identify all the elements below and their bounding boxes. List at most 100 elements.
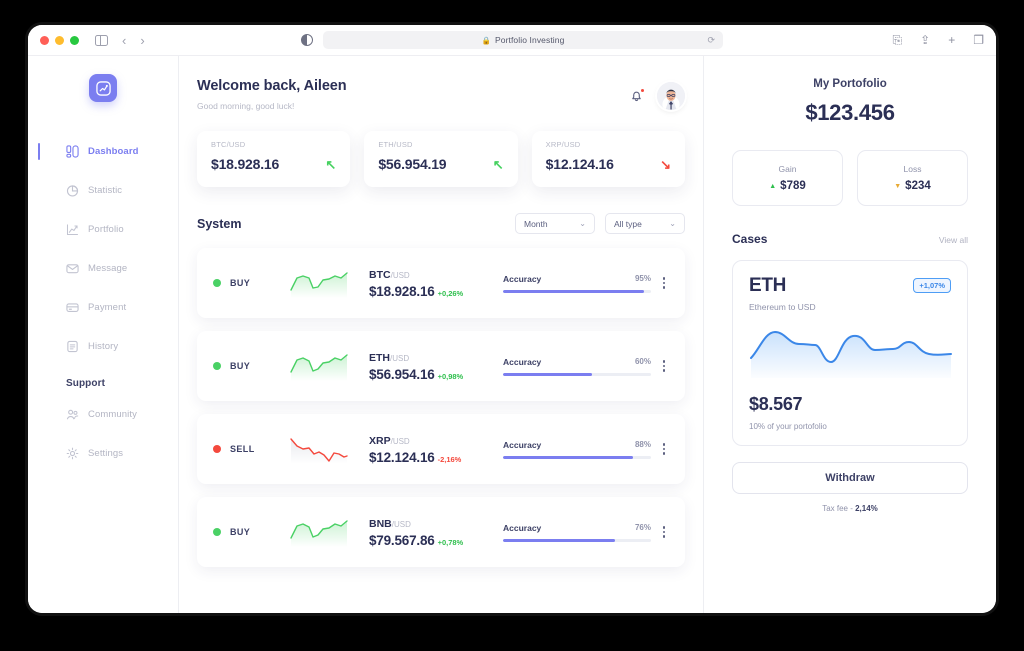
accuracy-label: Accuracy xyxy=(503,439,542,450)
type-select-value: All type xyxy=(614,218,642,229)
status-dot-buy xyxy=(213,362,221,370)
accuracy-value: 76% xyxy=(634,523,651,532)
sidebar-item-label: Payment xyxy=(88,302,127,313)
triangle-down-icon: ▼ xyxy=(894,182,902,190)
section-title-system: System xyxy=(197,216,242,231)
section-title-cases: Cases xyxy=(732,232,768,246)
window-controls[interactable] xyxy=(40,35,79,45)
loss-card[interactable]: Loss ▼ $234 xyxy=(857,150,968,206)
accuracy-fill xyxy=(503,455,634,459)
sidebar-item-portfolio[interactable]: Portfolio xyxy=(28,210,178,249)
dashboard-icon xyxy=(66,145,79,158)
kebab-menu-icon[interactable] xyxy=(657,358,671,374)
row-price: $56.954.16 xyxy=(369,367,435,382)
forward-icon[interactable]: › xyxy=(140,32,145,48)
portfolio-title: My Portofolio xyxy=(813,78,887,90)
address-bar-text: Portfolio Investing xyxy=(494,35,565,45)
accuracy-meter: Accuracy 88% xyxy=(489,440,657,459)
ticker-pair-label: XRP/USD xyxy=(545,140,581,149)
ticker-card[interactable]: XRP/USD $12.124.16 ↘ xyxy=(531,131,685,187)
sidebar-item-label: Portfolio xyxy=(88,224,124,235)
triangle-up-icon: ▲ xyxy=(769,182,777,190)
kebab-menu-icon[interactable] xyxy=(657,441,671,457)
avatar[interactable] xyxy=(657,82,685,110)
withdraw-button[interactable]: Withdraw xyxy=(732,462,968,494)
row-sparkline-up xyxy=(289,515,349,549)
main-content: Welcome back, Aileen Good morning, good … xyxy=(179,56,704,613)
accuracy-meter: Accuracy 76% xyxy=(489,523,657,542)
case-card-eth[interactable]: ETH +1,07% Ethereum to USD $8.567 1 xyxy=(732,260,968,446)
chevron-down-icon: ⌄ xyxy=(669,219,676,228)
address-bar[interactable]: 🔒 Portfolio Investing ⟳ xyxy=(323,31,723,49)
sidebar-item-label: Community xyxy=(88,409,137,420)
maximize-window-button[interactable] xyxy=(70,35,79,45)
reload-icon[interactable]: ⟳ xyxy=(707,34,715,45)
row-sparkline-down xyxy=(289,432,349,466)
ticker-cards: BTC/USD $18.928.16 ↖ ETH/USD $56.954.19 … xyxy=(197,131,685,187)
sidebar-item-label: History xyxy=(88,341,119,352)
row-symbol: BNB xyxy=(369,518,392,530)
table-row[interactable]: BUY BTC/USD $18.928.16 +0,26% xyxy=(197,248,685,318)
sidebar-item-payment[interactable]: Payment xyxy=(28,288,178,327)
table-row[interactable]: BUY ETH/USD $56.954.16 +0,98% xyxy=(197,331,685,401)
row-change: +0,98% xyxy=(437,372,464,381)
gain-card[interactable]: Gain ▲ $789 xyxy=(732,150,843,206)
period-select-value: Month xyxy=(524,218,548,229)
row-symbol: ETH xyxy=(369,352,390,364)
status-dot-sell xyxy=(213,445,221,453)
sidebar-item-community[interactable]: Community xyxy=(28,395,178,434)
view-all-link[interactable]: View all xyxy=(938,235,968,245)
back-icon[interactable]: ‹ xyxy=(122,32,127,48)
accuracy-value: 88% xyxy=(634,440,651,449)
ticker-price: $56.954.19 xyxy=(378,156,447,172)
trend-up-logo-icon[interactable] xyxy=(89,74,117,102)
sidebar-item-settings[interactable]: Settings xyxy=(28,434,178,473)
kebab-menu-icon[interactable] xyxy=(657,275,671,291)
tax-fee-label: Tax fee - xyxy=(822,504,856,513)
row-price: $12.124.16 xyxy=(369,450,435,465)
trend-up-arrow-icon: ↖ xyxy=(325,156,337,172)
bell-icon[interactable] xyxy=(630,88,645,103)
loss-label: Loss xyxy=(903,164,922,174)
table-row[interactable]: BUY BNB/USD $79.567.86 +0,78% xyxy=(197,497,685,567)
tabs-icon[interactable]: ❐ xyxy=(973,33,984,47)
sidebar-item-dashboard[interactable]: Dashboard xyxy=(28,132,178,171)
envelope-icon xyxy=(66,262,79,275)
ticker-card[interactable]: ETH/USD $56.954.19 ↖ xyxy=(364,131,518,187)
table-row[interactable]: SELL XRP/USD $12.124.16 -2,16% xyxy=(197,414,685,484)
lock-icon: 🔒 xyxy=(481,35,491,45)
sidebar-toggle-icon[interactable] xyxy=(95,34,108,46)
chevron-down-icon: ⌄ xyxy=(579,219,586,228)
period-select[interactable]: Month ⌄ xyxy=(515,213,595,234)
tax-fee-value: 2,14% xyxy=(855,504,878,513)
pie-chart-icon xyxy=(66,184,79,197)
sidebar: Dashboard Statistic xyxy=(28,56,179,613)
portfolio-panel: My Portofolio $123.456 Gain ▲ $789 Loss … xyxy=(704,56,996,613)
sidebar-item-history[interactable]: History xyxy=(28,327,178,366)
ticker-card[interactable]: BTC/USD $18.928.16 ↖ xyxy=(197,131,351,187)
row-change: +0,78% xyxy=(437,538,464,547)
case-note: 10% of your portofolio xyxy=(749,422,827,431)
share-icon[interactable]: ⇪ xyxy=(920,33,931,47)
row-quote: /USD xyxy=(391,520,411,529)
reader-contrast-icon[interactable] xyxy=(301,34,313,46)
page-title: Welcome back, Aileen xyxy=(197,78,347,94)
ticker-price: $18.928.16 xyxy=(211,156,280,172)
case-subtitle: Ethereum to USD xyxy=(749,302,816,312)
accuracy-value: 60% xyxy=(634,357,651,366)
accuracy-label: Accuracy xyxy=(503,273,542,284)
card-icon xyxy=(66,301,79,314)
type-select[interactable]: All type ⌄ xyxy=(605,213,685,234)
row-sparkline-up xyxy=(289,349,349,383)
kebab-menu-icon[interactable] xyxy=(657,524,671,540)
accuracy-meter: Accuracy 60% xyxy=(489,357,657,376)
system-header: System Month ⌄ All type ⌄ xyxy=(197,213,685,234)
minimize-window-button[interactable] xyxy=(55,35,64,45)
sidebar-item-statistic[interactable]: Statistic xyxy=(28,171,178,210)
download-icon[interactable]: ⎘ xyxy=(892,32,903,47)
system-rows: BUY BTC/USD $18.928.16 +0,26% xyxy=(197,248,685,567)
new-tab-icon[interactable]: + xyxy=(948,33,956,47)
close-window-button[interactable] xyxy=(40,35,49,45)
row-side: BUY xyxy=(230,361,251,371)
sidebar-item-message[interactable]: Message xyxy=(28,249,178,288)
